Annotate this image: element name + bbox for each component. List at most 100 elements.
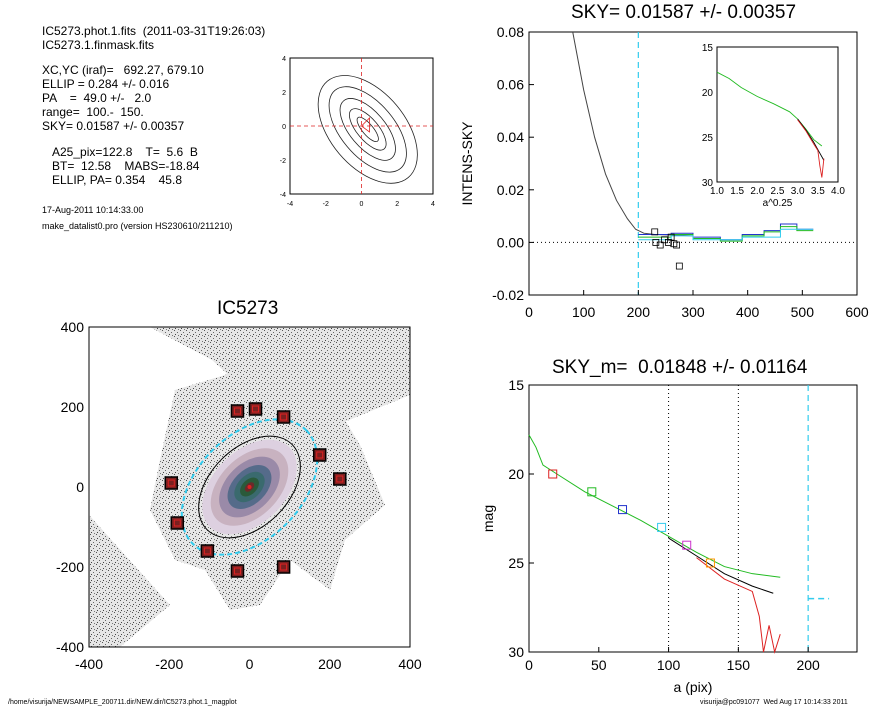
image-xtick-label: -200 — [155, 656, 183, 672]
info-pa: PA = 49.0 +/- 2.0 — [42, 91, 152, 105]
sky-xtick-label: 200 — [627, 304, 651, 320]
outer-isophote-ellipse — [198, 435, 301, 539]
contour-xtick-label: 2 — [395, 201, 399, 208]
mag-marker-blue — [618, 505, 628, 515]
inset-ytick-label: 30 — [702, 178, 714, 189]
inset-ytick-label: 25 — [702, 133, 714, 144]
sky-ytick-label: 0.02 — [497, 182, 524, 198]
image-xtick-label: 200 — [318, 656, 342, 672]
image-frame — [88, 326, 411, 648]
star-mask-box — [312, 448, 327, 462]
sky-xtick-label: 300 — [681, 304, 705, 320]
sky-box-marker — [656, 241, 664, 249]
info-a25: A25_pix=122.8 T= 5.6 B — [52, 145, 198, 159]
inset-frame — [716, 46, 839, 183]
sky-box-marker — [651, 228, 659, 236]
sky-xtick-label: 100 — [572, 304, 596, 320]
star-mask-inner — [252, 405, 260, 413]
info-maskname: IC5273.1.finmask.fits — [42, 38, 155, 52]
a25-ellipse — [180, 418, 319, 556]
sky-xtick-label: 0 — [525, 304, 533, 320]
star-mask-inner — [233, 567, 241, 575]
inset-xtick-label: 3.5 — [811, 186, 825, 197]
star-mask-inner — [280, 563, 288, 571]
contour-pa-marker — [361, 117, 370, 133]
sky-profile-title: SKY= 0.01587 +/- 0.00357 — [571, 2, 797, 23]
star-mask-box — [276, 410, 291, 424]
contour-xtick-label: -4 — [287, 201, 293, 208]
star-mask-box — [276, 560, 291, 574]
mag-profile-frame — [528, 384, 858, 653]
mag-series-red — [696, 557, 781, 654]
contour-line — [339, 98, 396, 161]
mag-xtick-label: 50 — [591, 657, 607, 673]
star-mask-inner — [167, 479, 175, 487]
contour-line — [349, 108, 387, 151]
sky-ytick-label: 0.06 — [497, 77, 524, 93]
contour-ytick-label: -2 — [280, 158, 286, 165]
contour-line — [317, 75, 418, 184]
intensity-profile-line — [572, 31, 694, 237]
contour-xtick-label: 0 — [360, 201, 364, 208]
star-mask-inner — [233, 407, 241, 415]
mag-marker-red — [548, 469, 558, 479]
info-center: XC,YC (iraf)= 692.27, 679.10 — [42, 63, 204, 77]
sky-xtick-label: 500 — [791, 304, 815, 320]
image-xtick-label: 400 — [398, 656, 422, 672]
sky-ytick-label: -0.02 — [492, 287, 524, 303]
footer-user: visurija@pc091077 Wed Aug 17 10:14:33 20… — [700, 699, 848, 706]
star-mask-box — [164, 476, 179, 490]
contour-line — [356, 116, 379, 143]
star-mask-inner — [173, 519, 181, 527]
inset-series-red — [797, 119, 825, 178]
contour-xtick-label: 4 — [431, 201, 435, 208]
image-ytick-label: 0 — [76, 479, 84, 495]
mag-marker-orange — [705, 558, 715, 568]
galaxy-center — [247, 485, 252, 489]
inset-xtick-label: 2.5 — [771, 186, 785, 197]
sky-step-cyan — [638, 228, 814, 241]
image-xtick-label: 0 — [246, 656, 254, 672]
star-mask-box — [170, 516, 185, 530]
inset-xtick-label: 1.0 — [710, 186, 724, 197]
footer-path: /home/visurija/NEWSAMPLE_200711.dir/NEW.… — [8, 699, 237, 706]
mag-xlabel: a (pix) — [674, 679, 713, 695]
star-mask-inner — [203, 547, 211, 555]
mag-series-green — [528, 434, 781, 578]
mag-marker-cyan — [657, 522, 667, 532]
inset-xlabel: a^0.25 — [763, 198, 793, 209]
star-mask-inner — [316, 451, 324, 459]
contour-ytick-label: 4 — [282, 56, 286, 63]
contour-ytick-label: -4 — [280, 192, 286, 199]
info-bt: BT= 12.58 MABS=-18.84 — [52, 159, 200, 173]
image-ytick-label: 400 — [61, 319, 85, 335]
mag-ylabel: mag — [480, 505, 496, 532]
star-mask-inner — [280, 413, 288, 421]
star-mask-box — [248, 402, 263, 416]
inset-xtick-label: 1.5 — [730, 186, 744, 197]
sky-ytick-label: 0.08 — [497, 24, 524, 40]
sky-box-marker — [667, 233, 675, 241]
mag-profile-title: SKY_m= 0.01848 +/- 0.01164 — [552, 357, 808, 378]
inset-series-green — [716, 71, 823, 147]
sky-ytick-label: 0.04 — [497, 129, 524, 145]
image-ytick-label: -400 — [56, 639, 84, 655]
image-group — [89, 327, 410, 647]
info-ellip-pa: ELLIP, PA= 0.354 45.8 — [52, 173, 182, 187]
mag-marker-magenta — [682, 540, 692, 550]
mag-xtick-label: 100 — [657, 657, 681, 673]
mag-ytick-label: 30 — [508, 644, 524, 660]
info-filename: IC5273.phot.1.fits (2011-03-31T19:26:03) — [42, 24, 266, 38]
mag-xtick-label: 200 — [796, 657, 820, 673]
mag-xtick-label: 0 — [525, 657, 533, 673]
inset-xtick-label: 2.0 — [750, 186, 764, 197]
star-mask-box — [333, 472, 347, 486]
contour-ytick-label: 0 — [282, 124, 286, 131]
mag-ytick-label: 25 — [508, 555, 524, 571]
star-mask-box — [230, 564, 245, 578]
contour-ytick-label: 2 — [282, 90, 286, 97]
inset-ytick-label: 15 — [702, 43, 714, 54]
star-mask-inner — [336, 475, 344, 483]
sky-ylabel: INTENS-SKY — [459, 121, 475, 206]
mag-marker-green — [587, 487, 597, 497]
